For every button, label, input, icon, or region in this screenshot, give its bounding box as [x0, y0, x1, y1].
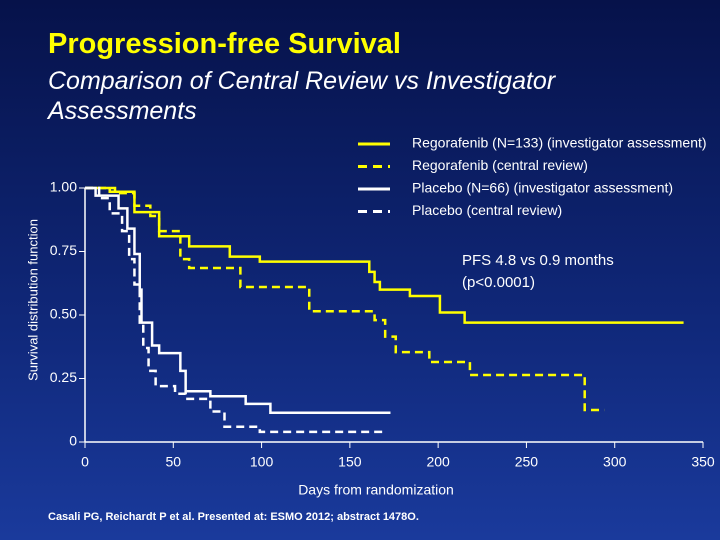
- y-tick-label: 0.25: [50, 369, 77, 385]
- x-axis-label: Days from randomization: [298, 482, 454, 498]
- y-tick-label: 0.75: [50, 242, 77, 258]
- legend-label: Regorafenib (central review): [412, 157, 588, 173]
- y-tick-label: 0.50: [50, 306, 77, 322]
- survival-curve: [85, 186, 684, 324]
- y-tick-label: 1.00: [50, 179, 77, 195]
- footnote: Casali PG, Reichardt P et al. Presented …: [48, 511, 419, 523]
- chart-title: Progression-free Survival: [48, 28, 401, 60]
- x-tick-label: 250: [515, 454, 539, 470]
- y-tick-label: 0: [69, 433, 77, 449]
- survival-curve: [85, 186, 386, 434]
- survival-curve: [85, 186, 605, 412]
- x-tick-label: 300: [603, 454, 627, 470]
- chart-subtitle: Comparison of Central Review vs Investig…: [48, 67, 556, 125]
- legend-label: Placebo (N=66) (investigator assessment): [412, 180, 673, 196]
- x-tick-label: 0: [81, 454, 89, 470]
- legend-label: Placebo (central review): [412, 202, 562, 218]
- x-tick-label: 50: [165, 454, 181, 470]
- x-tick-label: 200: [426, 454, 450, 470]
- x-tick-label: 150: [338, 454, 362, 470]
- y-axis-label: Survival distribution function: [25, 219, 40, 381]
- legend-label: Regorafenib (N=133) (investigator assess…: [412, 135, 707, 151]
- annotation: (p<0.0001): [462, 274, 535, 291]
- survival-curve: [85, 186, 391, 415]
- x-tick-label: 350: [691, 454, 715, 470]
- x-tick-label: 100: [250, 454, 274, 470]
- annotation: PFS 4.8 vs 0.9 months: [462, 252, 614, 269]
